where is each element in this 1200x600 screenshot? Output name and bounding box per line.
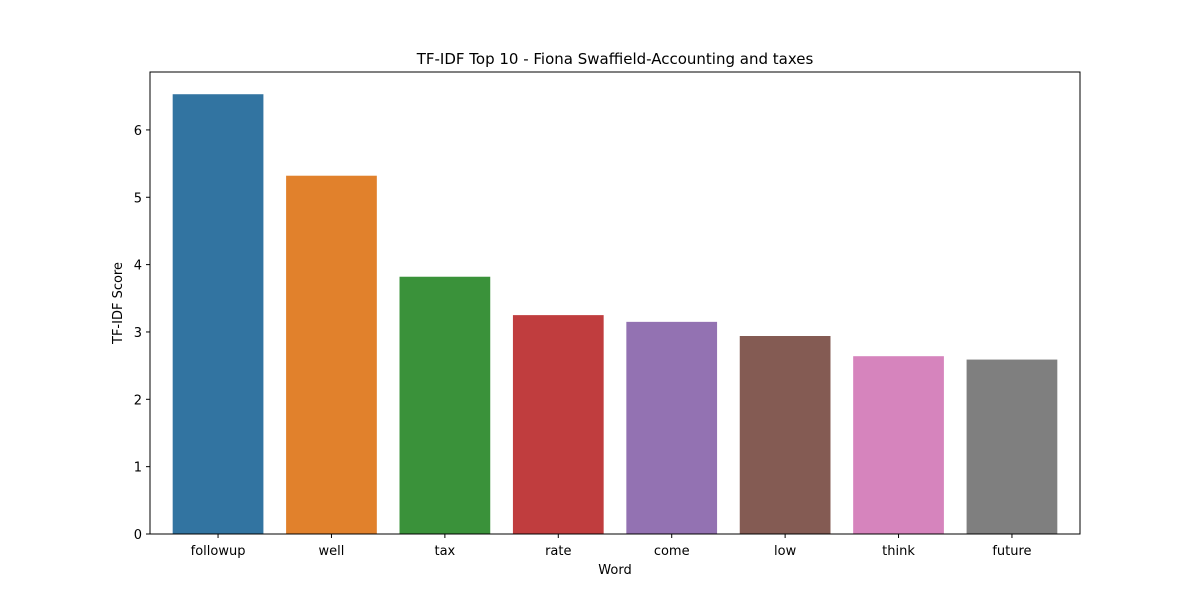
bar-low [739, 336, 831, 534]
bar-future [966, 359, 1058, 534]
x-tick-label: tax [434, 544, 455, 559]
x-axis: followup well tax rate come low think future [191, 534, 1032, 559]
y-tick-label: 5 [134, 191, 142, 206]
y-tick-label: 0 [134, 528, 142, 543]
x-axis-label: Word [598, 563, 631, 578]
x-tick-label: well [319, 544, 345, 559]
x-tick-label: rate [545, 544, 571, 559]
bar-come [626, 321, 718, 534]
y-tick-label: 1 [134, 461, 142, 476]
bar-think [853, 356, 944, 534]
y-tick-label: 3 [134, 326, 142, 341]
x-tick-label: followup [191, 544, 246, 559]
x-tick-label: future [992, 544, 1031, 559]
bar-followup [172, 94, 264, 534]
x-tick-label: come [654, 544, 690, 559]
x-tick-label: think [882, 544, 915, 559]
bars-group [172, 94, 1058, 534]
y-tick-label: 6 [134, 124, 142, 139]
chart-title: TF-IDF Top 10 - Fiona Swaffield-Accounti… [416, 50, 814, 68]
bar-rate [512, 315, 604, 534]
bar-well [286, 175, 377, 534]
plot-frame [149, 71, 1081, 535]
y-tick-label: 2 [134, 393, 142, 408]
bar-tax [399, 276, 491, 534]
y-tick-label: 4 [134, 259, 142, 274]
y-axis: 0 1 2 3 4 5 6 [134, 124, 150, 543]
y-axis-label: TF-IDF Score [111, 262, 126, 345]
x-tick-label: low [774, 544, 797, 559]
